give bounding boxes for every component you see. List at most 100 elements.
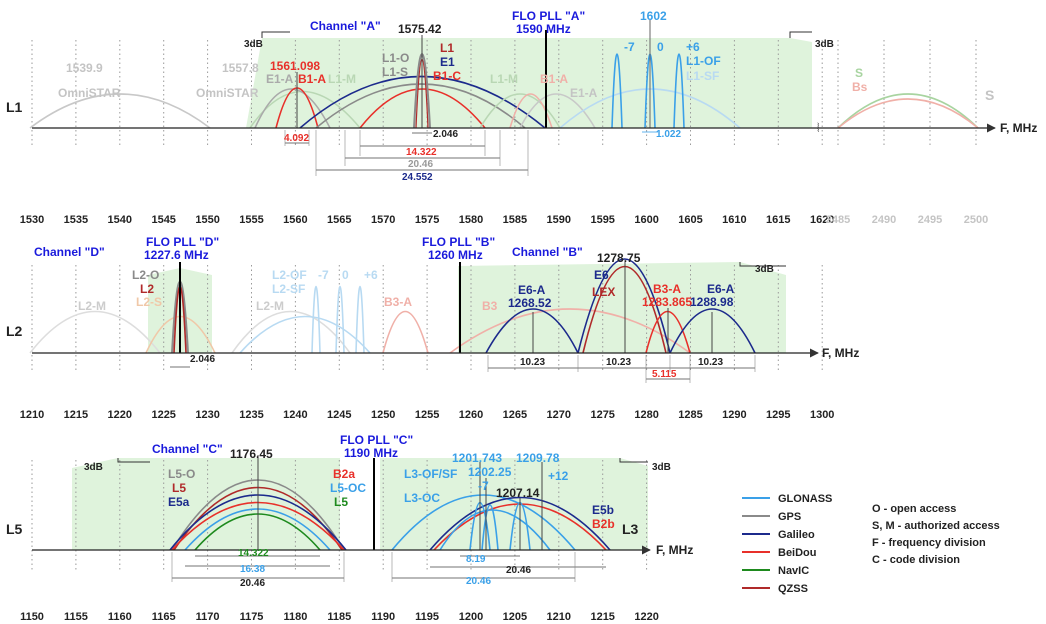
bw-b3a: 5.115 [652,369,677,380]
l1-center-freq: 1575.42 [398,22,442,36]
legend-item-glonass: GLONASS [742,493,832,505]
bw-l1s: 20.46 [408,159,433,170]
s-gps-label: S [855,66,863,80]
channel-a-label: Channel "A" [310,19,381,33]
l5-band-name: L5 [6,521,23,537]
e1a-right-curve [519,93,596,129]
l2m-left-label: L2-M [78,299,106,313]
glo-freq-1201: 1201.743 [452,451,502,465]
l5-tick-1220: 1220 [634,611,658,623]
b3a-freq: 1283.865 [642,295,692,309]
l2m-left-curve [29,310,161,354]
band-l1: ⦚ Channel "A" 1575.42 FLO PLL "A" 1590 M… [6,9,1037,226]
bw-e6a-left: 10.23 [520,357,545,368]
bw-b1a: 4.092 [284,133,309,144]
l1-labels: Channel "A" 1575.42 FLO PLL "A" 1590 MHz… [6,9,1037,183]
e5b-center-freq: 1207.14 [496,486,540,500]
l1-tick-1585: 1585 [503,214,527,226]
legend-label: GLONASS [778,493,832,505]
pll-b-label: FLO PLL "B" [422,235,495,249]
l2-glo-p6 [355,285,365,354]
l2-channel-b-passband [458,262,786,353]
l3-glo-m7-label: -7 [478,479,489,493]
l2m-right-curve [231,310,351,354]
l1s-label: L1-S [382,65,408,79]
legend: GLONASS GPS Galileo BeiDou NavIC QZSS [742,493,832,595]
channel-d-label: Channel "D" [34,245,105,259]
l2-glo-0-label: 0 [342,268,349,282]
l5-axis-unit: F, MHz [656,543,693,557]
l1-tick-1555: 1555 [239,214,263,226]
l5-tick-labels: 1150 1155 1160 1165 1170 1175 1180 1185 1190 1195… [20,611,659,623]
l3ofsf-label: L3-OF/SF [404,467,457,481]
l5-tick-1170: 1170 [196,611,220,623]
l1-tick-1600: 1600 [634,214,658,226]
l2-tick-1270: 1270 [547,409,571,421]
l2-tick-1215: 1215 [64,409,88,421]
l2sf-curve [239,315,371,354]
l1-tick-1560: 1560 [283,214,307,226]
l5-passband [72,458,340,550]
l2-tick-1245: 1245 [327,409,351,421]
l1s-curve [315,83,526,129]
e5b-label: E5b [592,503,614,517]
l1-passband [246,38,812,128]
band-l2: L2 Channel "D" FLO PLL "D" 1227.6 MHz FL… [6,235,859,421]
l2-tick-labels: 1210 1215 1220 1225 1230 1235 1240 1245 1250 1255… [20,409,835,421]
l1m-left-label: L1-M [328,72,356,86]
e1a-left-label: E1-A [266,72,294,86]
bw-b1c: 14.322 [406,147,437,158]
b3-label: B3 [482,299,498,313]
bw-e5b: 20.46 [506,565,531,576]
l5-3db-right: 3dB [652,462,671,473]
omnistar1-freq: 1539.9 [66,61,103,75]
l2-3db-marker [739,262,786,267]
legend-item-qzss: QZSS [742,583,808,595]
l5-tick-1180: 1180 [283,611,307,623]
l5-3db-left: 3dB [84,462,103,473]
l3-glo-p12-label: +12 [548,469,569,483]
bw-e6a-right: 10.23 [698,357,723,368]
l5-tick-1200: 1200 [459,611,483,623]
l2-tick-1240: 1240 [283,409,307,421]
l1-tick-1590: 1590 [547,214,571,226]
channel-c-label: Channel "C" [152,442,223,456]
glonass-freq: 1602 [640,9,667,23]
l1-label: L1 [440,41,454,55]
glo-freq-1202: 1202.25 [468,465,512,479]
l2-tick-1300: 1300 [810,409,834,421]
b2a-label: B2a [333,467,355,481]
legend-item-navic: NavIC [742,565,809,577]
l2-3db: 3dB [755,264,774,275]
l1-bandwidths [284,130,658,176]
legend-item-beidou: BeiDou [742,547,817,559]
l5-tick-1160: 1160 [108,611,132,623]
l3-band-name: L3 [622,521,639,537]
l5-labels: L5 L3 Channel "C" 1176.45 FLO PLL "C" 11… [6,433,693,589]
l1-tick-1610: 1610 [722,214,746,226]
l2-tick-1280: 1280 [634,409,658,421]
l5-tick-1185: 1185 [327,611,351,623]
l5-tick-1175: 1175 [240,611,264,623]
l2sf-label: L2-SF [272,282,305,296]
l2-label: L2 [140,282,154,296]
l1-tick-1615: 1615 [766,214,790,226]
l1-tick-1530: 1530 [20,214,44,226]
pll-c-label: FLO PLL "C" [340,433,413,447]
l1-m-right-curve [479,93,561,129]
l1-axis-unit: F, MHz [1000,121,1037,135]
l2-tick-1260: 1260 [459,409,483,421]
l1-3db-right: 3dB [815,39,834,50]
l1s-tick-2485: 2485 [826,214,850,226]
legend-item-galileo: Galileo [742,529,815,541]
pll-b-freq: 1260 MHz [428,248,483,262]
glo-freq-1209: 1209.78 [516,451,560,465]
l5-tick-1215: 1215 [590,611,614,623]
omnistar2-label: OmniSTAR [196,86,259,100]
s-bei-curve [837,98,979,129]
l1s-tick-2500: 2500 [964,214,988,226]
l1-tick-1545: 1545 [151,214,175,226]
omnistar2-freq: 1557.8 [222,61,259,75]
l2-gridlines [31,265,823,373]
